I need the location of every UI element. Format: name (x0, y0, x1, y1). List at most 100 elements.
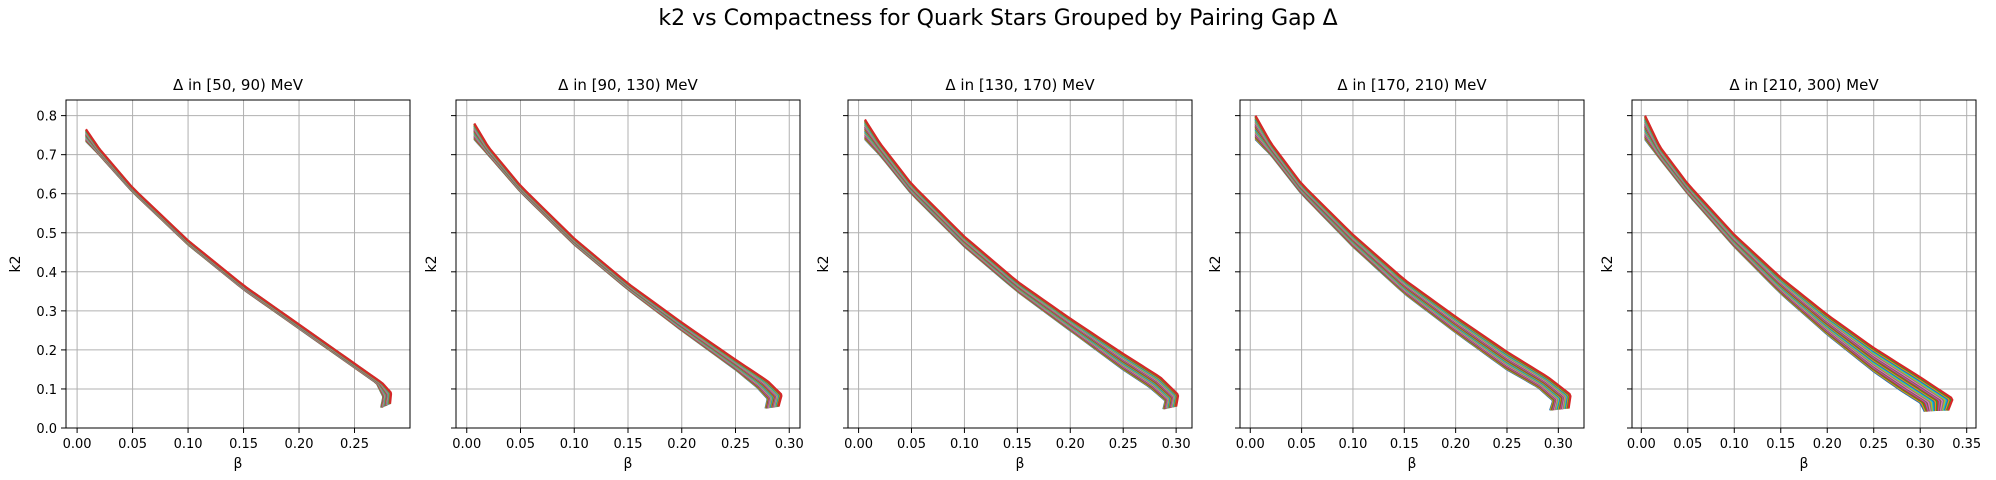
figure-title: k2 vs Compactness for Quark Stars Groupe… (658, 6, 1338, 31)
x-tick-label: 0.15 (614, 437, 643, 452)
series-line (85, 140, 385, 408)
series-line (473, 133, 773, 409)
series-line (85, 130, 392, 405)
x-axis-label: β (624, 456, 633, 472)
x-tick-label: 0.00 (1627, 437, 1656, 452)
x-tick-label: 0.05 (1287, 437, 1316, 452)
series-line (85, 135, 388, 407)
x-axis-label: β (1016, 456, 1025, 472)
x-tick-label: 0.15 (1003, 437, 1032, 452)
x-tick-label: 0.15 (1390, 437, 1419, 452)
x-axis-label: β (1800, 456, 1809, 472)
y-tick-label: 0.7 (36, 149, 57, 164)
series-line (473, 136, 771, 409)
x-tick-label: 0.20 (667, 437, 696, 452)
series-line (1254, 129, 1561, 410)
y-tick-label: 0.4 (36, 266, 57, 281)
series-line (473, 138, 769, 409)
y-tick-label: 0.6 (36, 188, 57, 203)
axes-frame (65, 99, 411, 429)
series-line (473, 136, 770, 409)
series-line (473, 122, 783, 407)
series-line (85, 129, 392, 405)
series-group (864, 118, 1180, 410)
axes-frame (847, 99, 1193, 429)
series-line (473, 137, 770, 409)
series-line (473, 132, 774, 409)
series-line (85, 130, 391, 405)
y-tick-label: 0.8 (36, 110, 57, 125)
series-line (1254, 115, 1572, 409)
x-tick-label: 0.05 (897, 437, 926, 452)
y-tick-label: 0.1 (36, 383, 57, 398)
x-tick-label: 0.00 (452, 437, 481, 452)
subplot-title: Δ in [90, 130) MeV (558, 76, 698, 94)
series-line (85, 137, 386, 408)
x-tick-label: 0.20 (1441, 437, 1470, 452)
x-tick-label: 0.05 (118, 437, 147, 452)
x-tick-label: 0.20 (285, 437, 314, 452)
axes-frame (1631, 99, 1977, 429)
series-line (85, 139, 385, 408)
series-line (473, 131, 775, 408)
series-line (85, 133, 390, 406)
y-tick-label: 0.3 (36, 305, 57, 320)
subplot-2: 0.00 0.05 0.10 0.15 0.20 0.25 0.30 Δ in [90, 13… (424, 76, 804, 472)
series-group (1644, 115, 1954, 413)
series-line (85, 135, 388, 407)
x-tick-label: 0.00 (1236, 437, 1265, 452)
x-tick-label: 0.25 (340, 437, 369, 452)
series-line (85, 139, 385, 408)
y-axis-label: k2 (1208, 255, 1224, 272)
x-tick-label: 0.10 (560, 437, 589, 452)
x-tick-label: 0.25 (721, 437, 750, 452)
series-line (85, 134, 389, 406)
subplot-1: 0.00 0.05 0.10 0.15 0.20 0.25 0.0 0.1 0.2 0.3 0.4 0… (8, 76, 411, 472)
series-group (1254, 115, 1572, 411)
subplot-4: 0.00 0.05 0.10 0.15 0.20 0.25 0.30 Δ in [170, 2… (1208, 76, 1585, 472)
subplot-title: Δ in [210, 300) MeV (1729, 76, 1879, 94)
series-line (1644, 115, 1954, 411)
series-line (85, 134, 389, 407)
series-line (473, 132, 775, 408)
x-tick-label: 0.25 (1109, 437, 1138, 452)
x-tick-label: 0.05 (506, 437, 535, 452)
x-tick-label: 0.15 (229, 437, 258, 452)
series-line (85, 128, 393, 404)
x-tick-label: 0.25 (1859, 437, 1888, 452)
x-tick-label: 0.10 (1720, 437, 1749, 452)
x-tick-label: 0.20 (1813, 437, 1842, 452)
series-line (85, 132, 390, 406)
y-axis-label: k2 (424, 255, 440, 272)
x-tick-label: 0.05 (1673, 437, 1702, 452)
x-tick-label: 0.30 (1906, 437, 1935, 452)
series-line (85, 138, 386, 408)
series-line (85, 137, 387, 407)
series-line (85, 131, 391, 405)
subplot-5: 0.00 0.05 0.10 0.15 0.20 0.25 0.30 0.35 Δ in [21… (1600, 76, 1981, 472)
series-line (1254, 130, 1561, 411)
series-group (473, 122, 783, 409)
series-line (864, 118, 1180, 407)
series-line (85, 132, 390, 406)
x-tick-label: 0.00 (844, 437, 873, 452)
y-axis-label: k2 (1600, 255, 1616, 272)
y-tick-label: 0.2 (36, 344, 57, 359)
y-tick-label: 0.0 (36, 422, 57, 437)
series-line (85, 133, 389, 406)
series-line (1254, 131, 1560, 411)
subplot-3: 0.00 0.05 0.10 0.15 0.20 0.25 0.30 Δ in [130, 1… (816, 76, 1193, 472)
x-tick-label: 0.10 (1338, 437, 1367, 452)
x-tick-label: 0.35 (1952, 437, 1981, 452)
subplot-title: Δ in [170, 210) MeV (1337, 76, 1487, 94)
x-tick-label: 0.30 (775, 437, 804, 452)
subplot-title: Δ in [50, 90) MeV (173, 76, 304, 94)
x-tick-label: 0.30 (1544, 437, 1573, 452)
series-group (85, 128, 393, 408)
x-axis-label: β (1408, 456, 1417, 472)
x-tick-label: 0.25 (1493, 437, 1522, 452)
series-line (85, 138, 386, 408)
y-tick-label: 0.5 (36, 227, 57, 242)
x-tick-label: 0.10 (950, 437, 979, 452)
